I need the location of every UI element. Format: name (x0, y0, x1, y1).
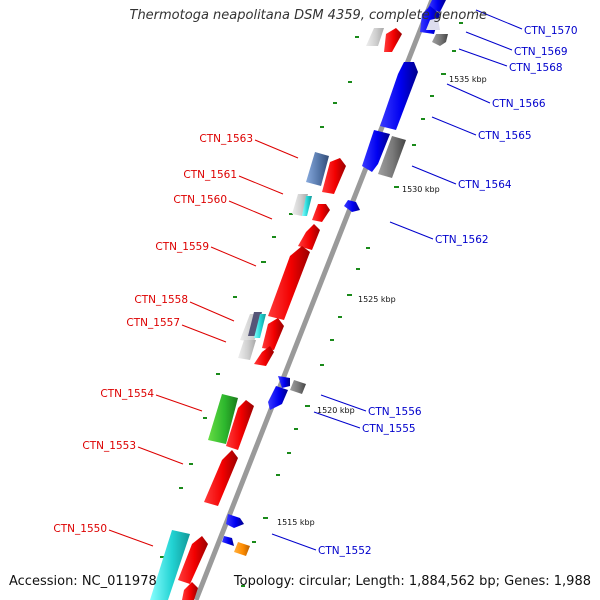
gene-label-ctn-1560[interactable]: CTN_1560 (173, 194, 227, 206)
gene-label-ctn-1555[interactable]: CTN_1555 (362, 423, 416, 435)
right-gene-labels: CTN_1570 CTN_1569 CTN_1568 CTN_1566 CTN_… (318, 25, 578, 557)
tick-label-1525: 1525 kbp (358, 295, 396, 304)
gene-arrow-ctn-1568[interactable] (432, 34, 448, 46)
gene-arrow-ctn-1556[interactable] (290, 380, 306, 394)
gene-label-ctn-1565[interactable]: CTN_1565 (478, 130, 532, 142)
gene-label-ctn-1553[interactable]: CTN_1553 (82, 440, 136, 452)
gene-label-ctn-1550[interactable]: CTN_1550 (53, 523, 107, 535)
gene-arrow-red[interactable] (226, 400, 254, 450)
gene-arrow-ctn-1570-light[interactable] (366, 28, 384, 46)
gene-arrow-ctn-1564[interactable] (378, 136, 406, 178)
left-gene-labels: CTN_1563 CTN_1561 CTN_1560 CTN_1559 CTN_… (53, 133, 253, 535)
gene-arrow-red[interactable] (182, 582, 198, 600)
gene-arrow-ctn-1561[interactable] (292, 194, 308, 216)
gene-label-ctn-1554[interactable]: CTN_1554 (100, 388, 154, 400)
left-leader-lines (108, 139, 299, 547)
gene-arrow-ctn-1569[interactable] (426, 18, 440, 30)
gene-arrow-blue[interactable] (278, 376, 290, 388)
gene-arrow-ctn-1563[interactable] (306, 152, 329, 186)
gene-arrow-red[interactable] (384, 28, 402, 52)
genome-summary-text: Topology: circular; Length: 1,884,562 bp… (233, 574, 591, 589)
gene-label-ctn-1558[interactable]: CTN_1558 (134, 294, 188, 306)
gene-arrow-cyan[interactable] (254, 314, 266, 338)
gene-arrow-red[interactable] (298, 224, 320, 250)
gene-arrow-ctn-1554[interactable] (208, 394, 238, 444)
gene-label-ctn-1563[interactable]: CTN_1563 (199, 133, 253, 145)
gene-label-ctn-1569[interactable]: CTN_1569 (514, 46, 568, 58)
left-strand-genes (150, 28, 402, 600)
gene-arrow-ctn-1565[interactable] (362, 130, 390, 172)
gene-arrow-ctn-1553[interactable] (204, 450, 238, 506)
right-strand-genes (222, 0, 448, 556)
gene-arrow-red[interactable] (312, 204, 330, 222)
gene-arrow-red[interactable] (178, 536, 208, 584)
gene-label-ctn-1570[interactable]: CTN_1570 (524, 25, 578, 37)
gene-arrow-red[interactable] (262, 318, 284, 350)
gene-label-ctn-1564[interactable]: CTN_1564 (458, 179, 512, 191)
gene-arrow-ctn-1562[interactable] (344, 200, 360, 212)
gene-arrow-light[interactable] (238, 340, 256, 360)
gene-label-ctn-1556[interactable]: CTN_1556 (368, 406, 422, 418)
gene-arrow-red[interactable] (322, 158, 346, 194)
gene-arrow-ctn-1560[interactable] (302, 196, 312, 216)
gene-arrow-ctn-1566[interactable] (380, 62, 418, 130)
inner-dot-track (160, 36, 359, 558)
gene-label-ctn-1568[interactable]: CTN_1568 (509, 62, 563, 74)
gene-label-ctn-1559[interactable]: CTN_1559 (155, 241, 209, 253)
gene-arrow-ctn-1559[interactable] (268, 246, 310, 320)
gene-label-ctn-1562[interactable]: CTN_1562 (435, 234, 489, 246)
gene-arrow-ctn-1550[interactable] (150, 530, 190, 600)
gene-arrow-orange[interactable] (234, 542, 250, 556)
right-leader-lines (271, 9, 523, 551)
accession-text: Accession: NC_011978 (9, 574, 157, 589)
tick-label-1520: 1520 kbp (317, 406, 355, 415)
gene-arrow-ctn-1555[interactable] (268, 386, 288, 410)
outer-dot-track (241, 22, 463, 587)
gene-arrow-red[interactable] (254, 346, 274, 366)
gene-arrow-blue[interactable] (226, 514, 244, 528)
tick-label-1515: 1515 kbp (277, 518, 315, 527)
tick-label-1530: 1530 kbp (402, 185, 440, 194)
gene-arrow-ctn-1557[interactable] (248, 312, 262, 336)
genome-title: Thermotoga neapolitana DSM 4359, complet… (129, 8, 488, 23)
gene-label-ctn-1552[interactable]: CTN_1552 (318, 545, 372, 557)
gene-label-ctn-1557[interactable]: CTN_1557 (126, 317, 180, 329)
gene-label-ctn-1561[interactable]: CTN_1561 (183, 169, 237, 181)
gene-label-ctn-1566[interactable]: CTN_1566 (492, 98, 546, 110)
gene-arrow-ctn-1552[interactable] (222, 536, 234, 546)
tick-label-1535: 1535 kbp (449, 75, 487, 84)
